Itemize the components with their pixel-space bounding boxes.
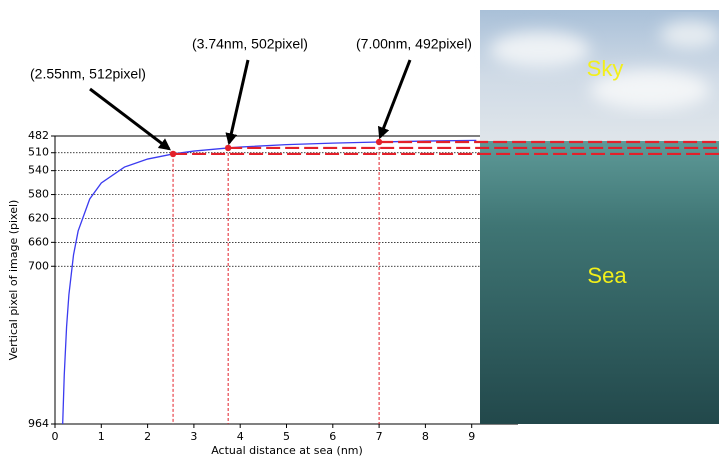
photo: Sky Sea bbox=[480, 10, 719, 424]
x-tick-label: 0 bbox=[52, 430, 59, 443]
curve bbox=[62, 139, 477, 425]
x-tick-label: 1 bbox=[98, 430, 105, 443]
annotation: (7.00nm, 492pixel) bbox=[356, 36, 472, 52]
x-tick-label: 8 bbox=[422, 430, 429, 443]
x-tick-label: 9 bbox=[468, 430, 475, 443]
x-tick-label: 7 bbox=[376, 430, 383, 443]
annotation-arrow bbox=[225, 59, 250, 146]
y-tick-label: 580 bbox=[28, 188, 49, 201]
y-tick-label: 964 bbox=[28, 417, 49, 430]
annotation: (2.55nm, 512pixel) bbox=[30, 66, 146, 82]
y-axis-label: Vertical pixel of image (pixel) bbox=[7, 200, 20, 361]
x-tick-label: 5 bbox=[283, 430, 290, 443]
annotations: (2.55nm, 512pixel) (3.74nm, 502pixel) (7.0… bbox=[30, 36, 719, 158]
x-tick-label: 6 bbox=[329, 430, 336, 443]
x-tick-label: 2 bbox=[144, 430, 151, 443]
x-axis-label: Actual distance at sea (nm) bbox=[211, 444, 363, 457]
point bbox=[375, 138, 383, 146]
photo-label: Sea bbox=[587, 263, 627, 288]
y-tick-label: 540 bbox=[28, 164, 49, 177]
annotation-arrow bbox=[377, 59, 412, 140]
annotation-arrow bbox=[89, 87, 171, 151]
x-tick-label: 4 bbox=[237, 430, 244, 443]
sea bbox=[480, 141, 719, 424]
point bbox=[169, 150, 177, 158]
clouds bbox=[490, 21, 719, 110]
y-tick-label: 482 bbox=[28, 129, 49, 142]
x-tick-label: 3 bbox=[190, 430, 197, 443]
y-tick-label: 660 bbox=[28, 235, 49, 248]
point bbox=[224, 144, 232, 152]
y-tick-label: 700 bbox=[28, 259, 49, 272]
photo-label: Sky bbox=[587, 56, 624, 81]
y-tick-label: 620 bbox=[28, 211, 49, 224]
y-tick-label: 510 bbox=[28, 146, 49, 159]
annotation: (3.74nm, 502pixel) bbox=[192, 36, 308, 52]
